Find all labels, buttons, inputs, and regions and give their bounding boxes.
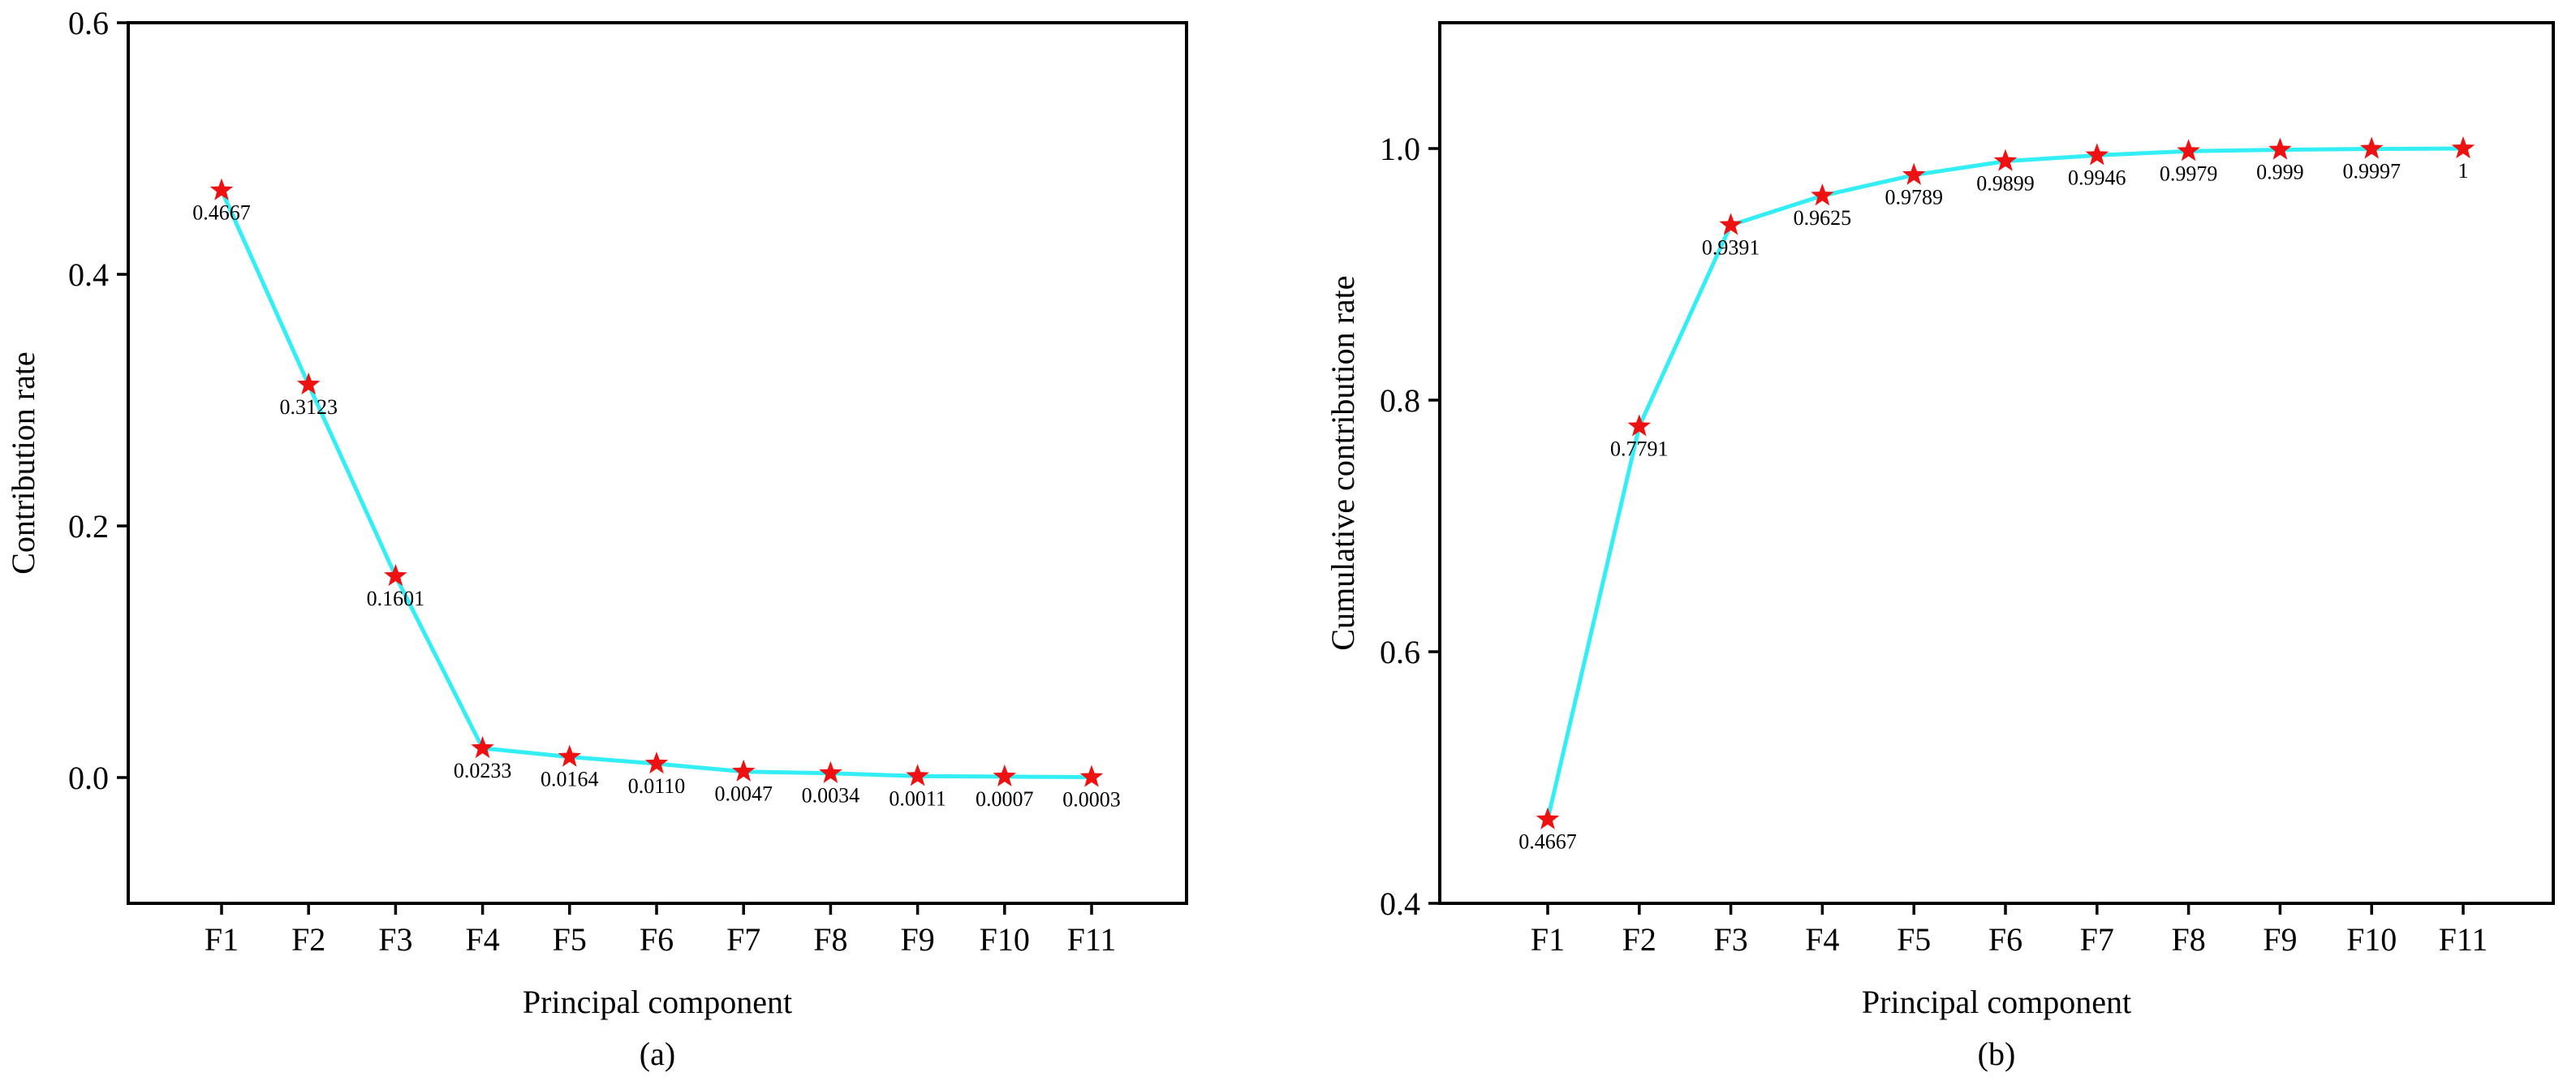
data-point-star [558, 744, 582, 767]
data-point-star [384, 563, 407, 586]
data-label: 0.9391 [1702, 235, 1760, 259]
x-tick-label: F9 [900, 921, 934, 958]
panel-label: (a) [640, 1036, 675, 1072]
x-tick-label: F3 [378, 921, 412, 958]
data-label: 0.9899 [1976, 172, 2035, 196]
data-point-star [1536, 807, 1560, 829]
y-tick-label: 1.0 [1380, 131, 1420, 167]
y-tick-label: 0.4 [1380, 885, 1420, 922]
data-label: 0.0047 [714, 782, 773, 806]
data-label: 0.4667 [1518, 830, 1577, 854]
data-point-star [1079, 765, 1104, 787]
data-point-star [644, 751, 669, 774]
data-label: 1 [2458, 159, 2469, 183]
data-point-star [1719, 213, 1742, 235]
x-tick-label: F2 [1622, 921, 1656, 958]
data-label: 0.0007 [976, 787, 1034, 811]
x-axis-title: Principal component [1862, 984, 2131, 1020]
y-axis-title: Cumulative contribution rate [1325, 275, 1361, 650]
data-point-star [1993, 149, 2018, 171]
y-tick-label: 0.0 [68, 760, 109, 796]
x-tick-label: F5 [1897, 921, 1931, 958]
data-point-star [2177, 139, 2200, 162]
y-tick-label: 0.4 [68, 256, 109, 293]
data-point-star [1902, 162, 1926, 185]
panel-label: (b) [1978, 1036, 2016, 1072]
x-tick-label: F10 [2346, 921, 2397, 958]
data-label: 0.9997 [2342, 159, 2401, 183]
y-tick-label: 0.6 [1380, 634, 1420, 670]
data-label: 0.4667 [192, 201, 251, 225]
x-tick-label: F3 [1713, 921, 1747, 958]
y-tick-label: 0.8 [1380, 382, 1420, 419]
y-tick-label: 0.2 [68, 508, 109, 545]
data-label: 0.9625 [1794, 206, 1852, 230]
x-tick-label: F9 [2263, 921, 2297, 958]
chart-panel-a: 0.0 0.2 0.4 0.6 F1 F2 F3 F4 F5 F6 F7 F8 F9 F10 F11 0.46… [5, 5, 1188, 1072]
data-label: 0.1601 [367, 587, 425, 610]
data-point-star [2359, 136, 2384, 159]
x-tick-label: F8 [813, 921, 847, 958]
data-label: 0.9979 [2160, 162, 2218, 185]
data-point-star [2268, 137, 2292, 160]
data-point-star [731, 759, 756, 782]
data-point-star [296, 372, 321, 395]
data-point-star [2451, 136, 2475, 159]
data-point-star [1627, 414, 1652, 437]
plot-frame [127, 21, 1188, 905]
x-tick-label: F11 [2439, 921, 2488, 958]
y-tick-label: 0.6 [68, 5, 109, 41]
data-point-star [906, 764, 929, 786]
x-tick-label: F4 [465, 921, 499, 958]
x-tick-label: F2 [291, 921, 325, 958]
x-tick-label: F11 [1067, 921, 1117, 958]
x-tick-label: F1 [1531, 921, 1565, 958]
data-label: 0.9789 [1885, 186, 1943, 209]
x-tick-label: F8 [2171, 921, 2205, 958]
data-point-star [2085, 143, 2109, 166]
series-line [1545, 146, 2464, 821]
x-tick-label: F5 [553, 921, 587, 958]
data-label: 0.0011 [889, 786, 946, 810]
data-label: 0.7791 [1610, 437, 1669, 460]
plot-frame [1438, 21, 2555, 905]
data-label: 0.0034 [802, 784, 860, 808]
x-tick-label: F6 [640, 921, 674, 958]
data-label: 0.9946 [2068, 166, 2126, 189]
x-tick-label: F10 [980, 921, 1030, 958]
x-tick-label: F7 [2080, 921, 2114, 958]
series-line [219, 189, 1092, 780]
data-label: 0.0233 [454, 759, 512, 782]
data-point-star [471, 735, 494, 759]
data-point-star [819, 760, 842, 783]
x-tick-label: F6 [1988, 921, 2022, 958]
data-label: 0.0110 [628, 774, 686, 798]
x-axis-title: Principal component [523, 984, 792, 1020]
x-tick-label: F4 [1805, 921, 1839, 958]
data-label: 0.0003 [1062, 788, 1121, 812]
data-point-star [993, 764, 1017, 787]
data-label: 0.0164 [541, 768, 599, 791]
y-axis-title: Contribution rate [5, 351, 41, 574]
x-tick-label: F7 [726, 921, 760, 958]
data-point-star [1811, 183, 1834, 206]
data-label: 0.3123 [279, 395, 338, 419]
x-tick-label: F1 [205, 921, 239, 958]
chart-panel-b: 0.4 0.6 0.8 1.0 F1 F2 F3 F4 F5 F6 F7 F8 F9 F10 F11 0.46… [1325, 21, 2555, 1072]
data-label: 0.999 [2256, 161, 2304, 184]
data-point-star [209, 178, 234, 200]
